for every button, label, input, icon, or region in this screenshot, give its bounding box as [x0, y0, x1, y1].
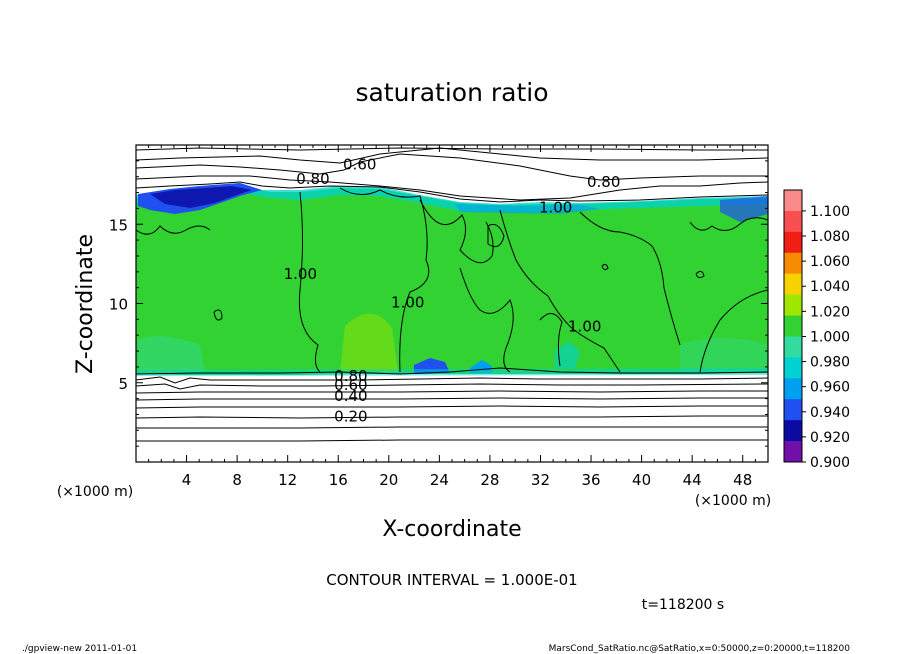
footer-left: ./gpview-new 2011-01-01 [22, 644, 137, 654]
contour-label-6: 1.00 [568, 317, 601, 335]
contour-label-8: 0.60 [334, 376, 367, 394]
colorbar-segment-7 [784, 336, 802, 358]
field-bottom-edge-cyan-4 [555, 342, 580, 368]
x-tick-label-10: 44 [683, 471, 702, 489]
contour-label-2: 0.80 [587, 173, 620, 191]
field-top-edge-dark [150, 186, 252, 208]
plot-area: 0.600.80 0.801.001.001.001.000.800.600.40… [136, 145, 768, 462]
x-tick-label-2: 12 [278, 471, 297, 489]
colorbar-label-4: 1.020 [810, 304, 850, 320]
y-tick-label-1: 10 [109, 296, 128, 314]
colorbar-frame [783, 189, 803, 463]
colorbar-segment-10 [784, 399, 802, 421]
field-patch-high-3 [680, 338, 768, 372]
colorbar-label-10: 0.900 [810, 455, 850, 471]
contour-label-5: 1.00 [391, 294, 424, 312]
footer-right: MarsCond_SatRatio.nc@SatRatio,x=0:50000,… [549, 644, 851, 654]
colorbar-label-0: 1.100 [810, 204, 850, 220]
field-top-mid-blue [455, 204, 600, 214]
y-axis: 5 10 15 [109, 160, 768, 447]
x-tick-label-5: 24 [430, 471, 449, 489]
x-axis-title: X-coordinate [382, 517, 521, 542]
contour-label-10: 0.20 [334, 408, 367, 426]
y-tick-label-2: 15 [109, 216, 128, 234]
colorbar-segment-5 [784, 294, 802, 316]
x-tick-label-3: 16 [329, 471, 348, 489]
field-patch-high-1 [340, 313, 398, 373]
colorbar-label-6: 0.980 [810, 355, 850, 371]
contour-label-9: 0.40 [334, 387, 367, 405]
colorbar-segment-0 [784, 190, 802, 212]
x-tick-label-9: 40 [632, 471, 651, 489]
colorbar-label-8: 0.940 [810, 405, 850, 421]
colorbar-label-2: 1.060 [810, 254, 850, 270]
field-top-right-blue [720, 196, 768, 222]
contour-label-3: 1.00 [539, 198, 572, 216]
colorbar-segment-11 [784, 420, 802, 442]
x-axis: 4 8 12 16 20 24 28 32 36 40 44 48 [148, 145, 756, 489]
y-axis-title: Z-coordinate [73, 234, 98, 374]
x-tick-label-0: 4 [182, 471, 192, 489]
contour-label-1: 0.80 [296, 170, 329, 188]
colorbar-segment-12 [784, 441, 802, 463]
colorbar-segment-2 [784, 231, 802, 254]
x-tick-label-1: 8 [232, 471, 242, 489]
colorbar-label-9: 0.920 [810, 430, 850, 446]
colorbar-segment-1 [784, 210, 802, 233]
contour-label-0: 0.60 [343, 156, 376, 174]
x-tick-label-6: 28 [480, 471, 499, 489]
field-band-main [136, 186, 768, 375]
x-tick-label-11: 48 [733, 471, 752, 489]
colorbar-segment-9 [784, 378, 802, 400]
contour-interval-text: CONTOUR INTERVAL = 1.000E-01 [326, 571, 577, 589]
colorbar-label-1: 1.080 [810, 229, 850, 245]
contour-labels: 0.600.80 0.801.001.001.001.000.800.600.40… [284, 156, 621, 426]
colorbar-segment-6 [784, 315, 802, 337]
colorbar-label-3: 1.040 [810, 279, 850, 295]
chart-title: saturation ratio [355, 78, 548, 107]
colorbar-label-5: 1.000 [810, 329, 850, 345]
contour-label-7: 0.80 [334, 367, 367, 385]
colorbar: 1.100 1.080 1.060 1.040 1.020 1.000 0.980 0.960… [783, 189, 850, 471]
contour-lines [136, 147, 768, 442]
field-patch-high-2 [138, 336, 205, 372]
time-text: t=118200 s [642, 597, 724, 613]
y-tick-label-0: 5 [118, 375, 128, 393]
x-unit-label: (×1000 m) [695, 493, 771, 509]
colorbar-label-7: 0.960 [810, 380, 850, 396]
colorbar-segment-4 [784, 273, 802, 295]
colorbar-segment-8 [784, 357, 802, 379]
x-tick-label-7: 32 [531, 471, 550, 489]
x-tick-label-8: 36 [581, 471, 600, 489]
y-unit-label: (×1000 m) [57, 484, 133, 500]
x-tick-label-4: 20 [379, 471, 398, 489]
colorbar-segment-3 [784, 252, 802, 274]
field-top-edge-cyan [136, 183, 768, 212]
contour-label-4: 1.00 [284, 265, 317, 283]
